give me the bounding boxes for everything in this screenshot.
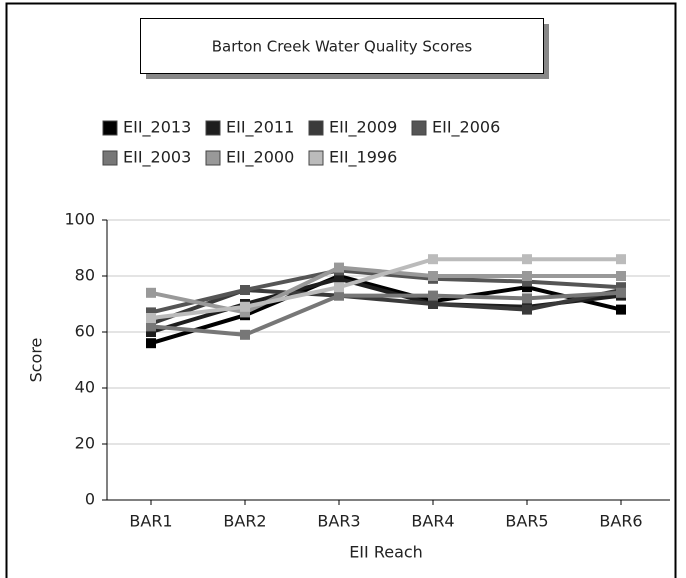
marker xyxy=(522,276,532,287)
series-line xyxy=(150,290,622,337)
y-tick-label: 80 xyxy=(75,266,95,285)
legend-swatch xyxy=(308,120,324,136)
legend-swatch xyxy=(411,120,427,136)
legend-swatch xyxy=(308,150,324,166)
marker xyxy=(616,282,626,293)
series-line xyxy=(150,257,621,320)
marker xyxy=(522,254,532,265)
x-axis-label: EII Reach xyxy=(349,543,423,562)
marker xyxy=(240,307,250,318)
legend-label: EII_2006 xyxy=(432,118,500,138)
marker xyxy=(146,338,156,349)
series-line xyxy=(150,273,622,346)
legend-label: EII_2013 xyxy=(123,118,191,138)
x-tick-label: BAR1 xyxy=(129,512,172,531)
marker xyxy=(616,304,626,315)
marker xyxy=(522,271,532,281)
marker xyxy=(428,290,438,301)
y-tick-label: 100 xyxy=(64,210,95,229)
x-tick-label: BAR5 xyxy=(505,512,548,531)
marker xyxy=(240,329,250,340)
legend-swatch xyxy=(205,150,221,166)
legend-label: EII_2000 xyxy=(226,148,294,168)
marker xyxy=(334,262,344,273)
marker xyxy=(428,254,438,265)
legend-swatch xyxy=(205,120,221,136)
y-tick-label: 0 xyxy=(85,490,95,509)
marker xyxy=(522,304,532,315)
legend-label: EII_1996 xyxy=(329,148,397,168)
x-tick-label: BAR4 xyxy=(411,512,454,531)
legend-label: EII_2009 xyxy=(329,118,397,138)
y-tick-label: 20 xyxy=(75,434,95,453)
marker xyxy=(146,321,156,332)
marker xyxy=(146,327,156,337)
marker xyxy=(146,313,156,323)
x-tick-label: BAR2 xyxy=(223,512,266,531)
marker xyxy=(616,287,626,298)
marker xyxy=(240,285,250,295)
marker xyxy=(146,287,156,298)
marker xyxy=(616,254,626,265)
marker xyxy=(146,307,156,318)
marker xyxy=(522,282,532,293)
x-tick-label: BAR3 xyxy=(317,512,360,531)
marker xyxy=(334,273,344,284)
marker xyxy=(334,290,344,301)
legend-swatch xyxy=(102,120,118,136)
marker xyxy=(334,282,344,293)
marker xyxy=(522,293,532,304)
marker xyxy=(240,301,250,312)
x-tick-label: BAR6 xyxy=(599,512,642,531)
frame xyxy=(5,2,677,578)
chart-title: Barton Creek Water Quality Scores xyxy=(212,38,473,56)
legend-label: EII_2003 xyxy=(123,148,191,168)
legend-swatch xyxy=(102,150,118,166)
y-tick-label: 40 xyxy=(75,378,95,397)
y-tick-label: 60 xyxy=(75,322,95,341)
title-box xyxy=(140,18,544,74)
marker xyxy=(428,271,438,281)
legend-label: EII_2011 xyxy=(226,118,294,138)
marker xyxy=(616,271,626,281)
marker xyxy=(428,299,438,309)
y-axis-label: Score xyxy=(27,338,46,383)
